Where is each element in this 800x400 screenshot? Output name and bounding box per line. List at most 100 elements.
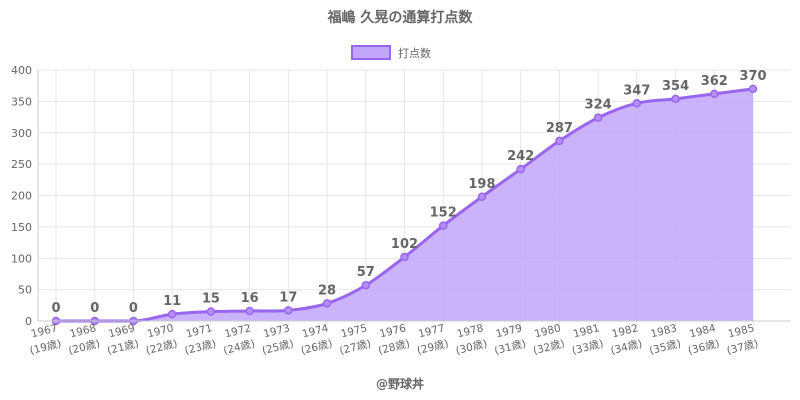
data-label: 152 [430,206,457,221]
x-tick-group: 1983(35歳) [648,322,682,357]
x-tick-age: (31歳) [493,338,527,357]
data-label: 347 [623,83,650,98]
y-tick-label: 350 [11,95,32,108]
x-tick-year: 1970 [146,322,175,340]
x-tick-group: 1978(30歳) [455,322,489,357]
data-label: 0 [129,301,138,316]
x-tick-group: 1971(23歳) [183,322,217,357]
data-label: 17 [279,290,297,305]
x-tick-year: 1972 [223,322,252,340]
x-tick-group: 1973(25歳) [261,322,295,357]
x-tick-year: 1974 [301,322,330,340]
data-label: 16 [241,291,259,306]
data-point[interactable] [438,221,448,230]
x-tick-age: (28歳) [377,338,411,357]
data-label: 0 [90,301,99,316]
y-tick-label: 200 [11,190,32,203]
x-tick-year: 1982 [611,322,640,340]
x-tick-group: 1976(28歳) [377,322,411,357]
x-tick-year: 1984 [688,322,717,340]
data-label: 362 [701,74,728,89]
data-point[interactable] [710,89,719,99]
x-tick-year: 1971 [185,322,214,340]
footer-credit: @野球丼 [376,376,424,391]
data-label: 102 [391,237,418,252]
data-point[interactable] [322,299,332,308]
x-tick-group: 1984(36歳) [687,322,721,357]
x-tick-age: (21歳) [106,338,140,357]
data-point[interactable] [400,252,409,262]
data-point[interactable] [671,94,680,104]
x-tick-age: (20歳) [67,338,101,357]
x-tick-year: 1978 [456,322,485,340]
data-point[interactable] [206,307,216,316]
legend-label[interactable]: 打点数 [398,46,431,60]
y-tick-label: 100 [11,252,32,265]
x-tick-group: 1982(34歳) [609,322,643,357]
x-tick-age: (32歳) [532,338,566,357]
data-label: 370 [739,69,766,84]
x-tick-age: (30歳) [455,338,489,357]
x-tick-group: 1972(24歳) [222,322,256,357]
x-tick-age: (19歳) [29,338,63,357]
data-label: 15 [202,292,220,307]
data-labels: 0 0 0 11 15 16 17 28 57 102 152 198 242 287 324 347 354 3… [51,69,766,316]
x-tick-age: (24歳) [222,338,256,357]
x-tick-year: 1973 [262,322,291,340]
x-tick-age: (22歳) [145,338,179,357]
x-tick-age: (34歳) [609,338,643,357]
x-tick-age: (25歳) [261,338,295,357]
data-label: 242 [507,149,534,164]
x-tick-year: 1985 [727,322,756,340]
data-label: 57 [357,265,375,280]
y-tick-label: 50 [18,284,32,297]
data-point[interactable] [593,113,603,122]
x-tick-year: 1980 [533,322,562,340]
y-tick-label: 300 [11,127,32,140]
data-label: 198 [468,177,495,192]
x-tick-age: (35歳) [648,338,682,357]
x-tick-age: (27歳) [338,338,372,357]
data-point[interactable] [632,99,642,108]
x-tick-age: (26歳) [300,338,334,357]
x-tick-year: 1969 [107,322,136,340]
data-point[interactable] [284,306,293,315]
data-label: 287 [546,121,573,136]
x-tick-age: (37歳) [726,338,760,357]
x-tick-group: 1985(37歳) [726,322,760,357]
data-label: 0 [51,301,60,316]
x-tick-age: (33歳) [571,338,605,357]
x-tick-group: 1981(33歳) [571,322,605,357]
data-point[interactable] [555,136,564,146]
x-tick-group: 1979(31歳) [493,322,527,357]
data-point[interactable] [361,280,371,290]
data-point[interactable] [477,192,487,202]
x-tick-year: 1967 [30,322,59,340]
legend-swatch [351,45,391,60]
data-point[interactable] [167,309,177,319]
x-tick-group: 1974(26歳) [300,322,334,357]
x-tick-age: (36歳) [687,338,721,357]
chart-title: 福嶋 久晃の通算打点数 [327,9,474,26]
x-tick-group: 1980(32歳) [532,322,566,357]
x-tick-year: 1981 [572,322,601,340]
y-tick-label: 400 [11,64,32,77]
x-tick-year: 1976 [378,322,407,340]
x-tick-age: (23歳) [183,338,217,357]
x-tick-group: 1969(21歳) [106,322,140,357]
x-tick-year: 1977 [417,322,446,340]
x-tick-year: 1979 [495,322,524,340]
data-label: 324 [585,98,612,113]
data-point[interactable] [245,306,254,316]
x-tick-year: 1983 [649,322,678,340]
data-point[interactable] [748,84,758,94]
data-label: 28 [318,283,336,298]
x-tick-group: 1968(20歳) [67,322,101,357]
data-label: 11 [163,294,181,309]
y-tick-label: 150 [11,221,32,234]
x-tick-group: 1977(29歳) [416,322,450,357]
data-point[interactable] [516,164,525,174]
x-tick-age: (29歳) [416,338,450,357]
